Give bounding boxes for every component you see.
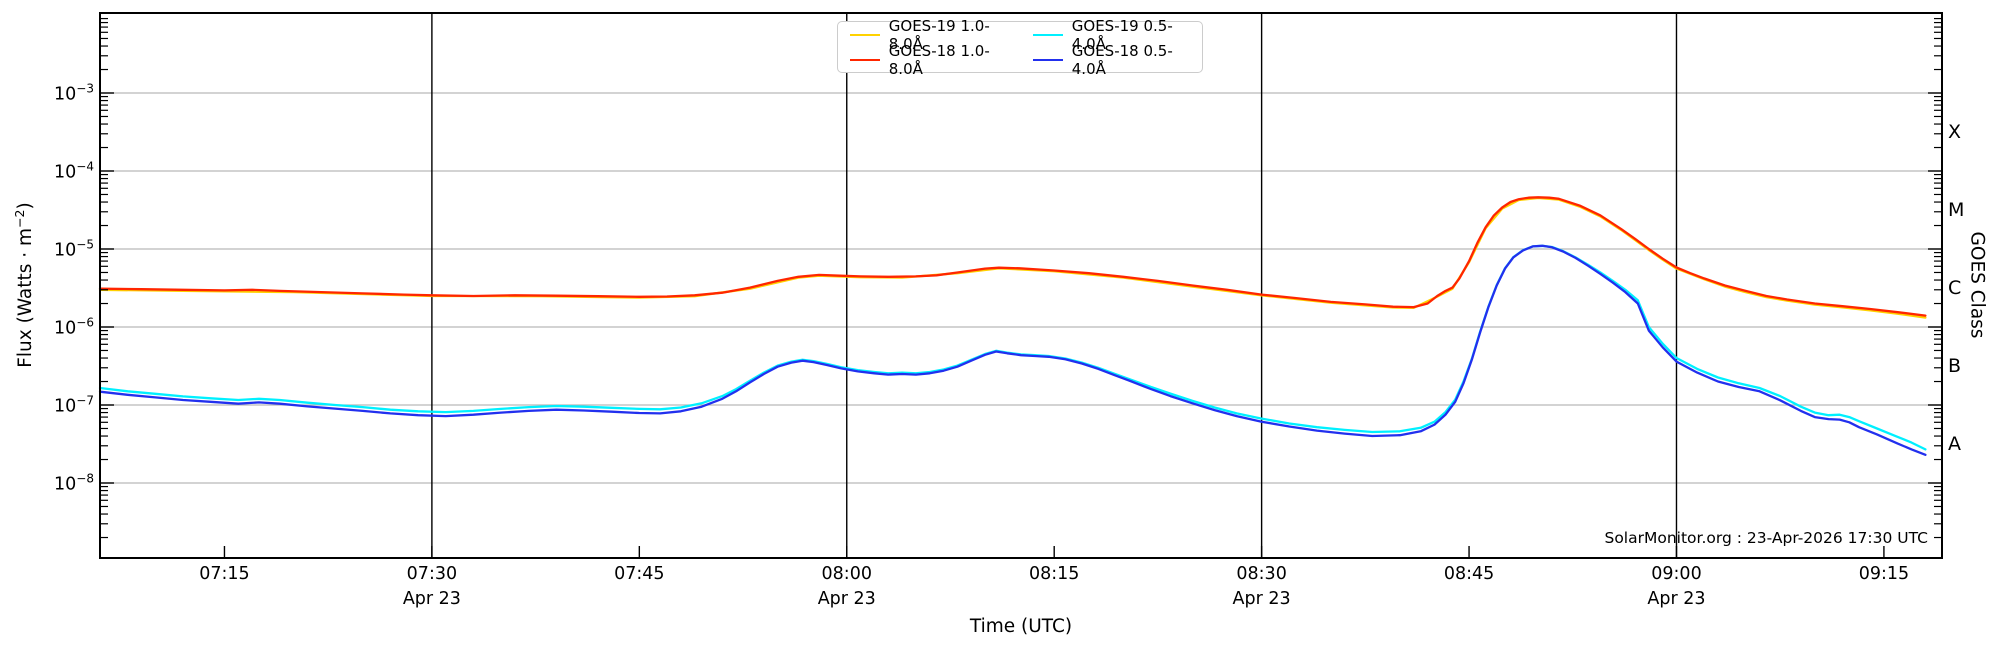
legend-item-goes18-short: GOES-18 0.5-4.0Å — [1033, 42, 1190, 78]
legend-column-short-channel: GOES-19 0.5-4.0Å GOES-18 0.5-4.0Å — [1033, 17, 1190, 78]
x-tick-label: 09:00 — [1651, 564, 1702, 584]
y-tick-exponent: −5 — [76, 237, 94, 252]
y-axis-title-superscript: −2 — [11, 209, 27, 228]
y-tick-exponent: −8 — [76, 471, 94, 486]
y-tick-base: 10 — [54, 240, 77, 261]
goes19-long-label: GOES-19 1.0-8.0Å — [888, 16, 990, 53]
series-goes-18-1-0-8-0- — [98, 196, 1927, 317]
y-axis-title-text: Flux (Watts · m — [15, 227, 37, 368]
y-tick-exponent: −7 — [76, 393, 94, 408]
goes19-short-line-sample — [1033, 33, 1063, 36]
x-tick-label: 08:15 — [1028, 564, 1080, 584]
right-axis-title: GOES Class — [1966, 231, 1988, 339]
credit-text: SolarMonitor.org : 23-Apr-2026 17:30 UTC — [1604, 529, 1928, 547]
x-tick-label: 07:15 — [199, 564, 250, 584]
goes-class-label-b: B — [1948, 355, 1962, 377]
y-axis-title: Flux (Watts · m−2) — [12, 202, 36, 367]
goes-class-label-c: C — [1948, 277, 1962, 299]
x-tick-label: 07:30 — [406, 564, 458, 584]
y-axis-title-suffix: ) — [15, 202, 37, 210]
x-tick-label: 07:45 — [614, 564, 665, 584]
x-tick-date-label: Apr 23 — [402, 589, 461, 609]
x-tick-label: 09:15 — [1858, 564, 1910, 584]
y-tick-label: 10−6 — [54, 316, 94, 339]
x-tick-label: 08:30 — [1236, 564, 1287, 584]
legend: GOES-19 1.0-8.0Å GOES-18 1.0-8.0Å GOES-1… — [837, 17, 1203, 78]
goes18-long-label: GOES-18 1.0-8.0Å — [888, 41, 990, 78]
y-tick-base: 10 — [54, 84, 77, 105]
series-goes-19-0-5-4-0- — [98, 244, 1927, 451]
plot-spines — [99, 12, 1943, 559]
y-tick-label: 10−8 — [54, 472, 94, 495]
y-tick-base: 10 — [54, 396, 77, 417]
x-tick-label: 08:45 — [1443, 564, 1495, 584]
x-tick-label: 08:00 — [821, 564, 872, 584]
x-tick-date-label: Apr 23 — [1647, 589, 1706, 609]
series-goes-18-0-5-4-0- — [98, 244, 1927, 456]
goes-class-label-m: M — [1948, 199, 1965, 221]
y-tick-label: 10−5 — [54, 238, 94, 261]
goes-class-label-x: X — [1948, 121, 1962, 143]
legend-item-goes19-long: GOES-19 1.0-8.0Å — [850, 17, 1007, 53]
legend-item-goes19-short: GOES-19 0.5-4.0Å — [1033, 17, 1190, 53]
x-tick-date-label: Apr 23 — [817, 589, 876, 609]
y-tick-exponent: −6 — [76, 315, 94, 330]
legend-column-long-channel: GOES-19 1.0-8.0Å GOES-18 1.0-8.0Å — [850, 17, 1007, 78]
goes18-long-line-sample — [850, 58, 880, 61]
goes19-long-line-sample — [850, 33, 880, 36]
goes18-short-label: GOES-18 0.5-4.0Å — [1071, 41, 1173, 78]
goes18-short-line-sample — [1033, 58, 1063, 61]
y-tick-label: 10−7 — [54, 394, 94, 417]
y-tick-base: 10 — [54, 318, 77, 339]
y-tick-exponent: −3 — [76, 81, 94, 96]
goes-class-label-a: A — [1948, 433, 1961, 455]
y-tick-label: 10−3 — [54, 82, 94, 105]
legend-item-goes18-long: GOES-18 1.0-8.0Å — [850, 42, 1007, 78]
x-axis-title: Time (UTC) — [969, 616, 1073, 637]
y-tick-base: 10 — [54, 162, 77, 183]
y-tick-label: 10−4 — [54, 160, 94, 183]
y-tick-base: 10 — [54, 474, 77, 495]
plot-area — [100, 13, 1942, 558]
x-tick-date-label: Apr 23 — [1232, 589, 1291, 609]
y-tick-exponent: −4 — [76, 159, 94, 174]
goes19-short-label: GOES-19 0.5-4.0Å — [1071, 16, 1173, 53]
